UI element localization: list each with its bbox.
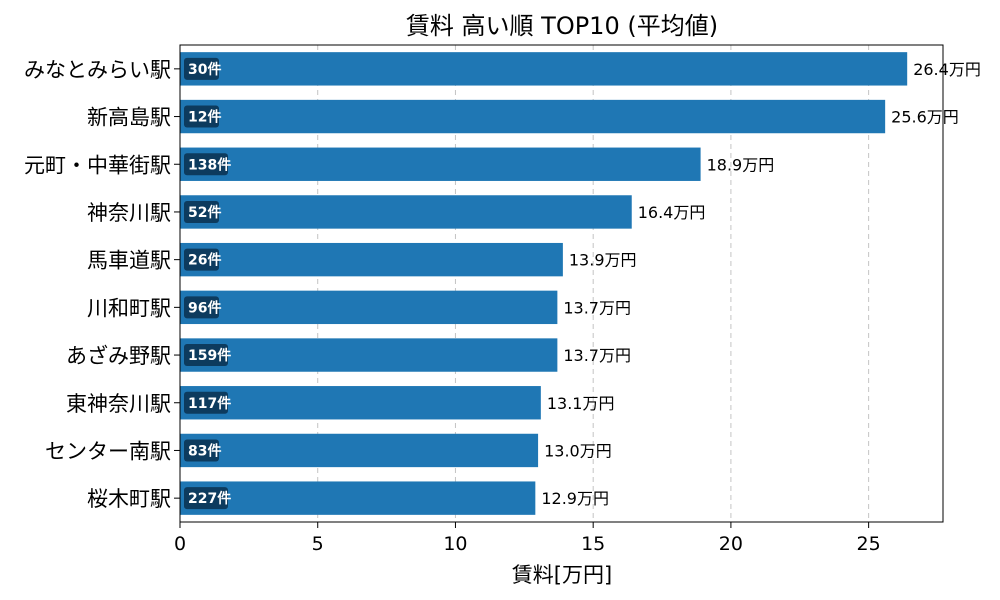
- category-label: 元町・中華街駅: [24, 153, 171, 177]
- x-tick-label: 15: [581, 533, 605, 555]
- count-label: 30件: [188, 61, 221, 78]
- bar: [180, 481, 536, 515]
- count-badge: [184, 391, 228, 414]
- category-label: みなとみらい駅: [24, 58, 171, 82]
- bar: [180, 52, 908, 86]
- chart-title: 賃料 高い順 TOP10 (平均値): [406, 12, 718, 40]
- x-tick-label: 5: [312, 533, 324, 555]
- count-badge: [184, 439, 219, 462]
- count-label: 159件: [188, 347, 231, 364]
- count-badge: [184, 487, 228, 510]
- category-label: 馬車道駅: [87, 249, 171, 273]
- count-label: 227件: [188, 490, 231, 507]
- x-axis-label: 賃料[万円]: [512, 563, 612, 587]
- category-label: 川和町駅: [87, 296, 171, 320]
- value-label: 13.7万円: [563, 298, 631, 317]
- count-label: 138件: [188, 156, 231, 173]
- category-label: 新高島駅: [87, 106, 171, 130]
- count-badge: [184, 344, 228, 367]
- x-tick-label: 0: [174, 533, 186, 555]
- value-label: 25.6万円: [891, 108, 959, 127]
- bar: [180, 195, 632, 229]
- value-label: 12.9万円: [541, 489, 609, 508]
- y-axis-categories: みなとみらい駅新高島駅元町・中華街駅神奈川駅馬車道駅川和町駅あざみ野駅東神奈川駅…: [24, 58, 180, 511]
- value-label: 13.7万円: [563, 346, 631, 365]
- value-label: 13.0万円: [544, 441, 612, 460]
- count-badge: [184, 248, 219, 271]
- count-label: 83件: [188, 442, 221, 459]
- count-label: 52件: [188, 204, 221, 221]
- value-label: 26.4万円: [913, 60, 981, 79]
- value-label: 18.9万円: [707, 155, 775, 174]
- bar: [180, 99, 886, 134]
- count-badge: [184, 153, 228, 176]
- value-label: 13.1万円: [547, 394, 615, 413]
- x-tick-label: 10: [443, 533, 467, 555]
- category-label: あざみ野駅: [66, 344, 171, 368]
- count-badge: [184, 105, 219, 128]
- x-axis-ticks: 0 5 10 15 20 25: [174, 522, 881, 555]
- count-badge: [184, 296, 219, 319]
- x-tick-label: 20: [719, 533, 743, 555]
- count-badge: [184, 200, 219, 223]
- category-label: センター南駅: [45, 439, 171, 463]
- count-label: 117件: [188, 395, 231, 412]
- value-label: 16.4万円: [638, 203, 706, 222]
- bar: [180, 433, 539, 468]
- count-label: 26件: [188, 252, 221, 269]
- bar: [180, 338, 558, 372]
- count-label: 12件: [188, 109, 221, 126]
- x-tick-label: 25: [857, 533, 881, 555]
- bar: [180, 242, 563, 277]
- category-label: 桜木町駅: [87, 487, 171, 511]
- bar: [180, 290, 558, 325]
- bar: [180, 147, 701, 181]
- bars: 30件 26.4万円 12件 25.6万円 138件 18.9万円 52件 16.4万円 26件…: [180, 52, 981, 515]
- count-label: 96件: [188, 299, 221, 316]
- value-label: 13.9万円: [569, 251, 637, 270]
- category-label: 神奈川駅: [87, 201, 171, 225]
- bar: [180, 386, 541, 420]
- plot-frame: [179, 44, 944, 523]
- category-label: 東神奈川駅: [66, 392, 171, 416]
- count-badge: [184, 57, 219, 80]
